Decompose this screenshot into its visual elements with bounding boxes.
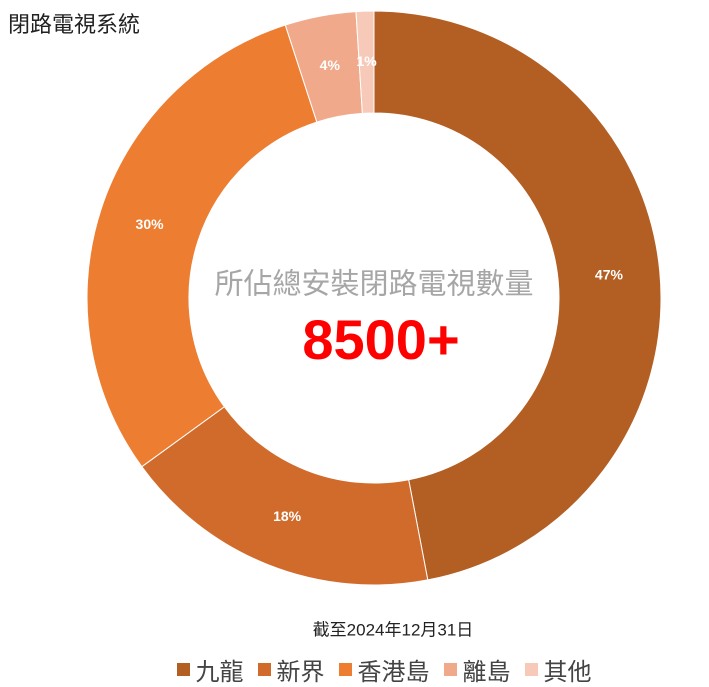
data-label: 1% — [356, 53, 377, 69]
slices: 47% 18% 30% 4% 1% — [86, 10, 662, 586]
legend-item: 新界 — [257, 652, 325, 687]
data-label: 18% — [273, 508, 302, 524]
chart-title: 閉路電視系統 — [8, 12, 140, 37]
legend-label: 新界 — [276, 659, 325, 686]
slice — [373, 10, 662, 581]
center-label: 所佔總安裝閉路電視數量 — [214, 268, 533, 301]
slice — [355, 10, 375, 114]
data-label: 30% — [136, 216, 165, 232]
legend-label: 香港島 — [357, 659, 430, 686]
legend-label: 其他 — [543, 659, 592, 686]
legend-swatch — [257, 663, 271, 676]
legend-swatch — [443, 663, 457, 676]
note: 截至2024年12月31日 — [313, 620, 474, 639]
legend-item: 離島 — [443, 652, 511, 687]
legend-label: 九龍 — [195, 659, 244, 686]
data-label: 4% — [320, 57, 341, 73]
legend-swatch — [338, 663, 352, 676]
legend-swatch — [176, 663, 190, 676]
center-value: 8500+ — [302, 308, 459, 371]
legend-label: 離島 — [462, 659, 511, 686]
legend-item: 九龍 — [176, 652, 244, 687]
legend-swatch — [524, 663, 538, 676]
slice — [86, 24, 318, 468]
legend-item: 其他 — [524, 652, 592, 687]
data-label: 47% — [595, 266, 624, 282]
legend: 九龍 新界 香港島 離島 其他 — [0, 652, 709, 687]
legend-item: 香港島 — [338, 652, 430, 687]
